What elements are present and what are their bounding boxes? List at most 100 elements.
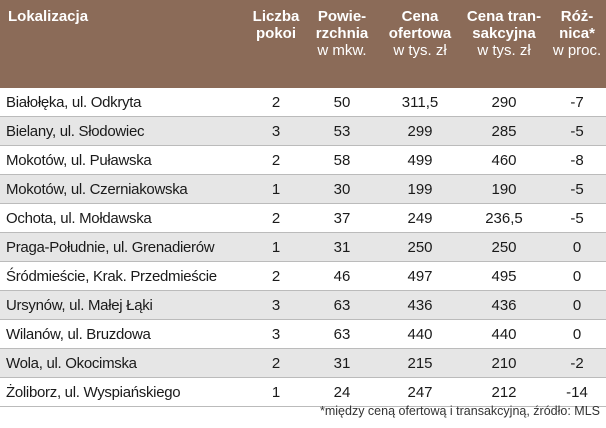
table-cell: 2 — [248, 145, 304, 175]
price-table: Lokalizacja Liczba pokoi Powie-rzchnia w mkw… — [0, 0, 606, 407]
header-unit: w mkw. — [317, 42, 367, 59]
table-cell: 1 — [248, 232, 304, 262]
table-cell: -5 — [548, 116, 606, 146]
table-cell: Bielany, ul. Słodowiec — [0, 116, 248, 146]
header-line: pokoi — [256, 25, 296, 42]
table-cell: 0 — [548, 261, 606, 291]
table-cell: Ursynów, ul. Małej Łąki — [0, 290, 248, 320]
table-cell: 3 — [248, 116, 304, 146]
table-cell: 58 — [304, 145, 380, 175]
table-cell: 290 — [460, 88, 548, 117]
header-line: Róż- — [560, 8, 594, 25]
table-cell: 495 — [460, 261, 548, 291]
table-cell: 436 — [380, 290, 460, 320]
table-cell: 440 — [380, 319, 460, 349]
table-body: Białołęka, ul. Odkryta 2 50 311,5 290 -7 Biela… — [0, 88, 606, 407]
table-cell: 311,5 — [380, 88, 460, 117]
table-cell: Śródmieście, Krak. Przedmieście — [0, 261, 248, 291]
table-cell: 63 — [304, 290, 380, 320]
table-cell: 63 — [304, 319, 380, 349]
header-line: sakcyjna — [472, 25, 536, 42]
column-header: Cena tran-sakcyjna w tys. zł — [460, 0, 548, 88]
table-row: Mokotów, ul. Puławska 2 58 499 460 -8 — [0, 145, 606, 175]
header-line: Lokalizacja — [8, 8, 89, 25]
column-header: Powie-rzchnia w mkw. — [304, 0, 380, 88]
table-cell: 0 — [548, 290, 606, 320]
table-cell: Wilanów, ul. Bruzdowa — [0, 319, 248, 349]
table-cell: 250 — [460, 232, 548, 262]
table-cell: -5 — [548, 203, 606, 233]
header-line: rzchnia — [315, 25, 369, 42]
column-header: Róż-nica* w proc. — [548, 0, 606, 88]
header-line: Powie- — [317, 8, 367, 25]
header-line: Liczba — [252, 8, 300, 25]
table-cell: 190 — [460, 174, 548, 204]
table-cell: 210 — [460, 348, 548, 378]
table-cell: 299 — [380, 116, 460, 146]
table-cell: 1 — [248, 377, 304, 407]
table-row: Ochota, ul. Mołdawska 2 37 249 236,5 -5 — [0, 203, 606, 233]
table-cell: -14 — [548, 377, 606, 407]
column-header: Cena ofertowa w tys. zł — [380, 0, 460, 88]
table-cell: 3 — [248, 290, 304, 320]
table-cell: 31 — [304, 232, 380, 262]
table-cell: Ochota, ul. Mołdawska — [0, 203, 248, 233]
table-cell: 215 — [380, 348, 460, 378]
table-cell: 212 — [460, 377, 548, 407]
header-line: Cena — [401, 8, 439, 25]
table-cell: 24 — [304, 377, 380, 407]
table-row: Praga-Południe, ul. Grenadierów 1 31 250 250… — [0, 232, 606, 262]
table-row: Bielany, ul. Słodowiec 3 53 299 285 -5 — [0, 116, 606, 146]
table-row: Wilanów, ul. Bruzdowa 3 63 440 440 0 — [0, 319, 606, 349]
table-cell: 2 — [248, 88, 304, 117]
table-cell: 460 — [460, 145, 548, 175]
column-header: Liczba pokoi — [248, 0, 304, 88]
table-row: Mokotów, ul. Czerniakowska 1 30 199 190 -5 — [0, 174, 606, 204]
table-cell: 497 — [380, 261, 460, 291]
table-cell: 199 — [380, 174, 460, 204]
header-line: ofertowa — [388, 25, 452, 42]
header-unit: w tys. zł — [393, 42, 447, 59]
header-line: nica* — [559, 25, 595, 42]
table-cell: Wola, ul. Okocimska — [0, 348, 248, 378]
table-cell: 2 — [248, 261, 304, 291]
table-cell: -2 — [548, 348, 606, 378]
footnote: *między ceną ofertową i transakcyjną, źr… — [320, 404, 600, 418]
table-cell: 30 — [304, 174, 380, 204]
table-cell: 37 — [304, 203, 380, 233]
table-cell: 0 — [548, 232, 606, 262]
table-row: Ursynów, ul. Małej Łąki 3 63 436 436 0 — [0, 290, 606, 320]
table-cell: -5 — [548, 174, 606, 204]
table-cell: 440 — [460, 319, 548, 349]
table-cell: 46 — [304, 261, 380, 291]
table-row: Białołęka, ul. Odkryta 2 50 311,5 290 -7 — [0, 88, 606, 117]
column-header: Lokalizacja — [0, 0, 248, 88]
table-cell: 499 — [380, 145, 460, 175]
table-cell: 250 — [380, 232, 460, 262]
table-cell: Mokotów, ul. Czerniakowska — [0, 174, 248, 204]
table-cell: 50 — [304, 88, 380, 117]
table-cell: 3 — [248, 319, 304, 349]
table-cell: 53 — [304, 116, 380, 146]
table-cell: 285 — [460, 116, 548, 146]
header-unit: w proc. — [552, 42, 602, 59]
table-cell: Białołęka, ul. Odkryta — [0, 88, 248, 117]
table-cell: Mokotów, ul. Puławska — [0, 145, 248, 175]
table-cell: -8 — [548, 145, 606, 175]
table-row: Żoliborz, ul. Wyspiańskiego 1 24 247 212 -14 — [0, 377, 606, 407]
table-cell: -7 — [548, 88, 606, 117]
table-cell: 236,5 — [460, 203, 548, 233]
table-cell: 2 — [248, 203, 304, 233]
table-cell: Praga-Południe, ul. Grenadierów — [0, 232, 248, 262]
table-cell: 247 — [380, 377, 460, 407]
table-cell: 0 — [548, 319, 606, 349]
table-cell: 249 — [380, 203, 460, 233]
table-cell: 31 — [304, 348, 380, 378]
header-line: Cena tran- — [466, 8, 542, 25]
table-row: Wola, ul. Okocimska 2 31 215 210 -2 — [0, 348, 606, 378]
table-row: Śródmieście, Krak. Przedmieście 2 46 497 495… — [0, 261, 606, 291]
table-cell: 2 — [248, 348, 304, 378]
table-cell: 436 — [460, 290, 548, 320]
table-cell: 1 — [248, 174, 304, 204]
